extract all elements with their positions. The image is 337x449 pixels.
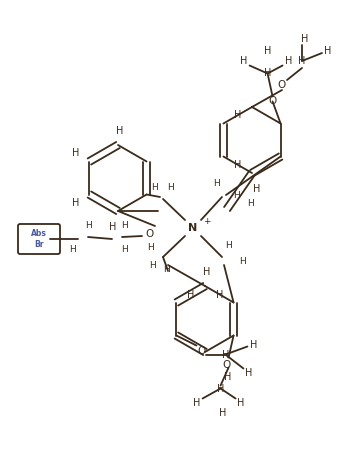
Text: O: O bbox=[269, 97, 277, 106]
Text: H: H bbox=[216, 290, 223, 299]
Text: H: H bbox=[285, 57, 292, 66]
Text: H: H bbox=[250, 339, 257, 349]
Text: H: H bbox=[121, 220, 127, 229]
Text: N: N bbox=[188, 223, 197, 233]
Text: H: H bbox=[222, 349, 229, 360]
Text: H: H bbox=[121, 245, 127, 254]
Text: H: H bbox=[72, 149, 79, 158]
Text: H: H bbox=[167, 182, 174, 192]
Text: H: H bbox=[225, 241, 232, 250]
Text: H: H bbox=[233, 190, 239, 199]
Text: H: H bbox=[193, 399, 200, 409]
Text: O: O bbox=[222, 361, 231, 370]
Text: H: H bbox=[253, 184, 261, 194]
Text: H: H bbox=[219, 409, 226, 418]
Text: H: H bbox=[85, 220, 91, 229]
Text: H: H bbox=[264, 47, 271, 57]
Text: H: H bbox=[70, 245, 76, 254]
Text: H: H bbox=[224, 371, 231, 382]
Text: H: H bbox=[324, 46, 332, 56]
Text: H: H bbox=[234, 110, 241, 120]
Text: H: H bbox=[239, 256, 245, 265]
Text: H: H bbox=[217, 383, 224, 393]
Text: H: H bbox=[245, 367, 252, 378]
Text: O: O bbox=[197, 345, 206, 356]
Text: H: H bbox=[72, 198, 79, 207]
Text: H: H bbox=[240, 57, 247, 66]
Text: H: H bbox=[298, 56, 306, 66]
Text: Abs
Br: Abs Br bbox=[31, 229, 47, 249]
FancyBboxPatch shape bbox=[18, 224, 60, 254]
Text: +: + bbox=[203, 217, 211, 226]
Text: H: H bbox=[187, 290, 194, 299]
Text: H: H bbox=[203, 267, 211, 277]
Text: H: H bbox=[264, 69, 271, 79]
Text: H: H bbox=[148, 242, 154, 251]
Text: H: H bbox=[164, 264, 171, 273]
Text: H: H bbox=[152, 182, 158, 192]
Text: H: H bbox=[109, 222, 117, 232]
Text: H: H bbox=[301, 34, 309, 44]
Text: H: H bbox=[150, 260, 156, 269]
Text: O: O bbox=[278, 80, 286, 90]
Text: H: H bbox=[116, 126, 124, 136]
Text: H: H bbox=[247, 198, 253, 207]
Text: H: H bbox=[213, 179, 219, 188]
Text: H: H bbox=[237, 399, 244, 409]
Text: H: H bbox=[234, 159, 241, 170]
Text: O: O bbox=[146, 229, 154, 239]
